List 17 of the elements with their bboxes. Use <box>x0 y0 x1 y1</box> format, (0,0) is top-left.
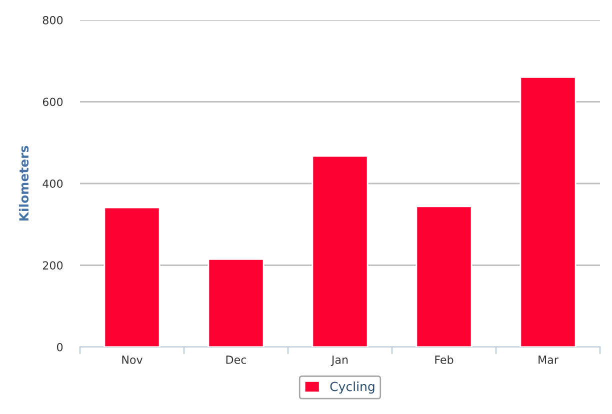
bar <box>208 258 264 347</box>
x-tick-label: Feb <box>435 355 454 364</box>
y-tick-label: 200 <box>42 261 63 270</box>
x-tick-label: Jan <box>330 356 348 366</box>
x-tick-label: Nov <box>122 356 143 364</box>
y-tick-label: 0 <box>56 342 63 352</box>
y-tick-label: 400 <box>42 179 63 188</box>
y-tick-label: 600 <box>42 98 63 106</box>
y-tick-label: 800 <box>42 16 63 24</box>
x-tick-label: Dec <box>226 356 246 364</box>
bar <box>312 155 368 347</box>
bar <box>520 76 576 347</box>
x-tick-label: Mar <box>538 356 558 364</box>
bar <box>104 206 160 347</box>
y-axis-title: Kilometers <box>18 146 29 221</box>
legend-label: Cycling <box>330 382 374 394</box>
bar <box>416 206 472 347</box>
